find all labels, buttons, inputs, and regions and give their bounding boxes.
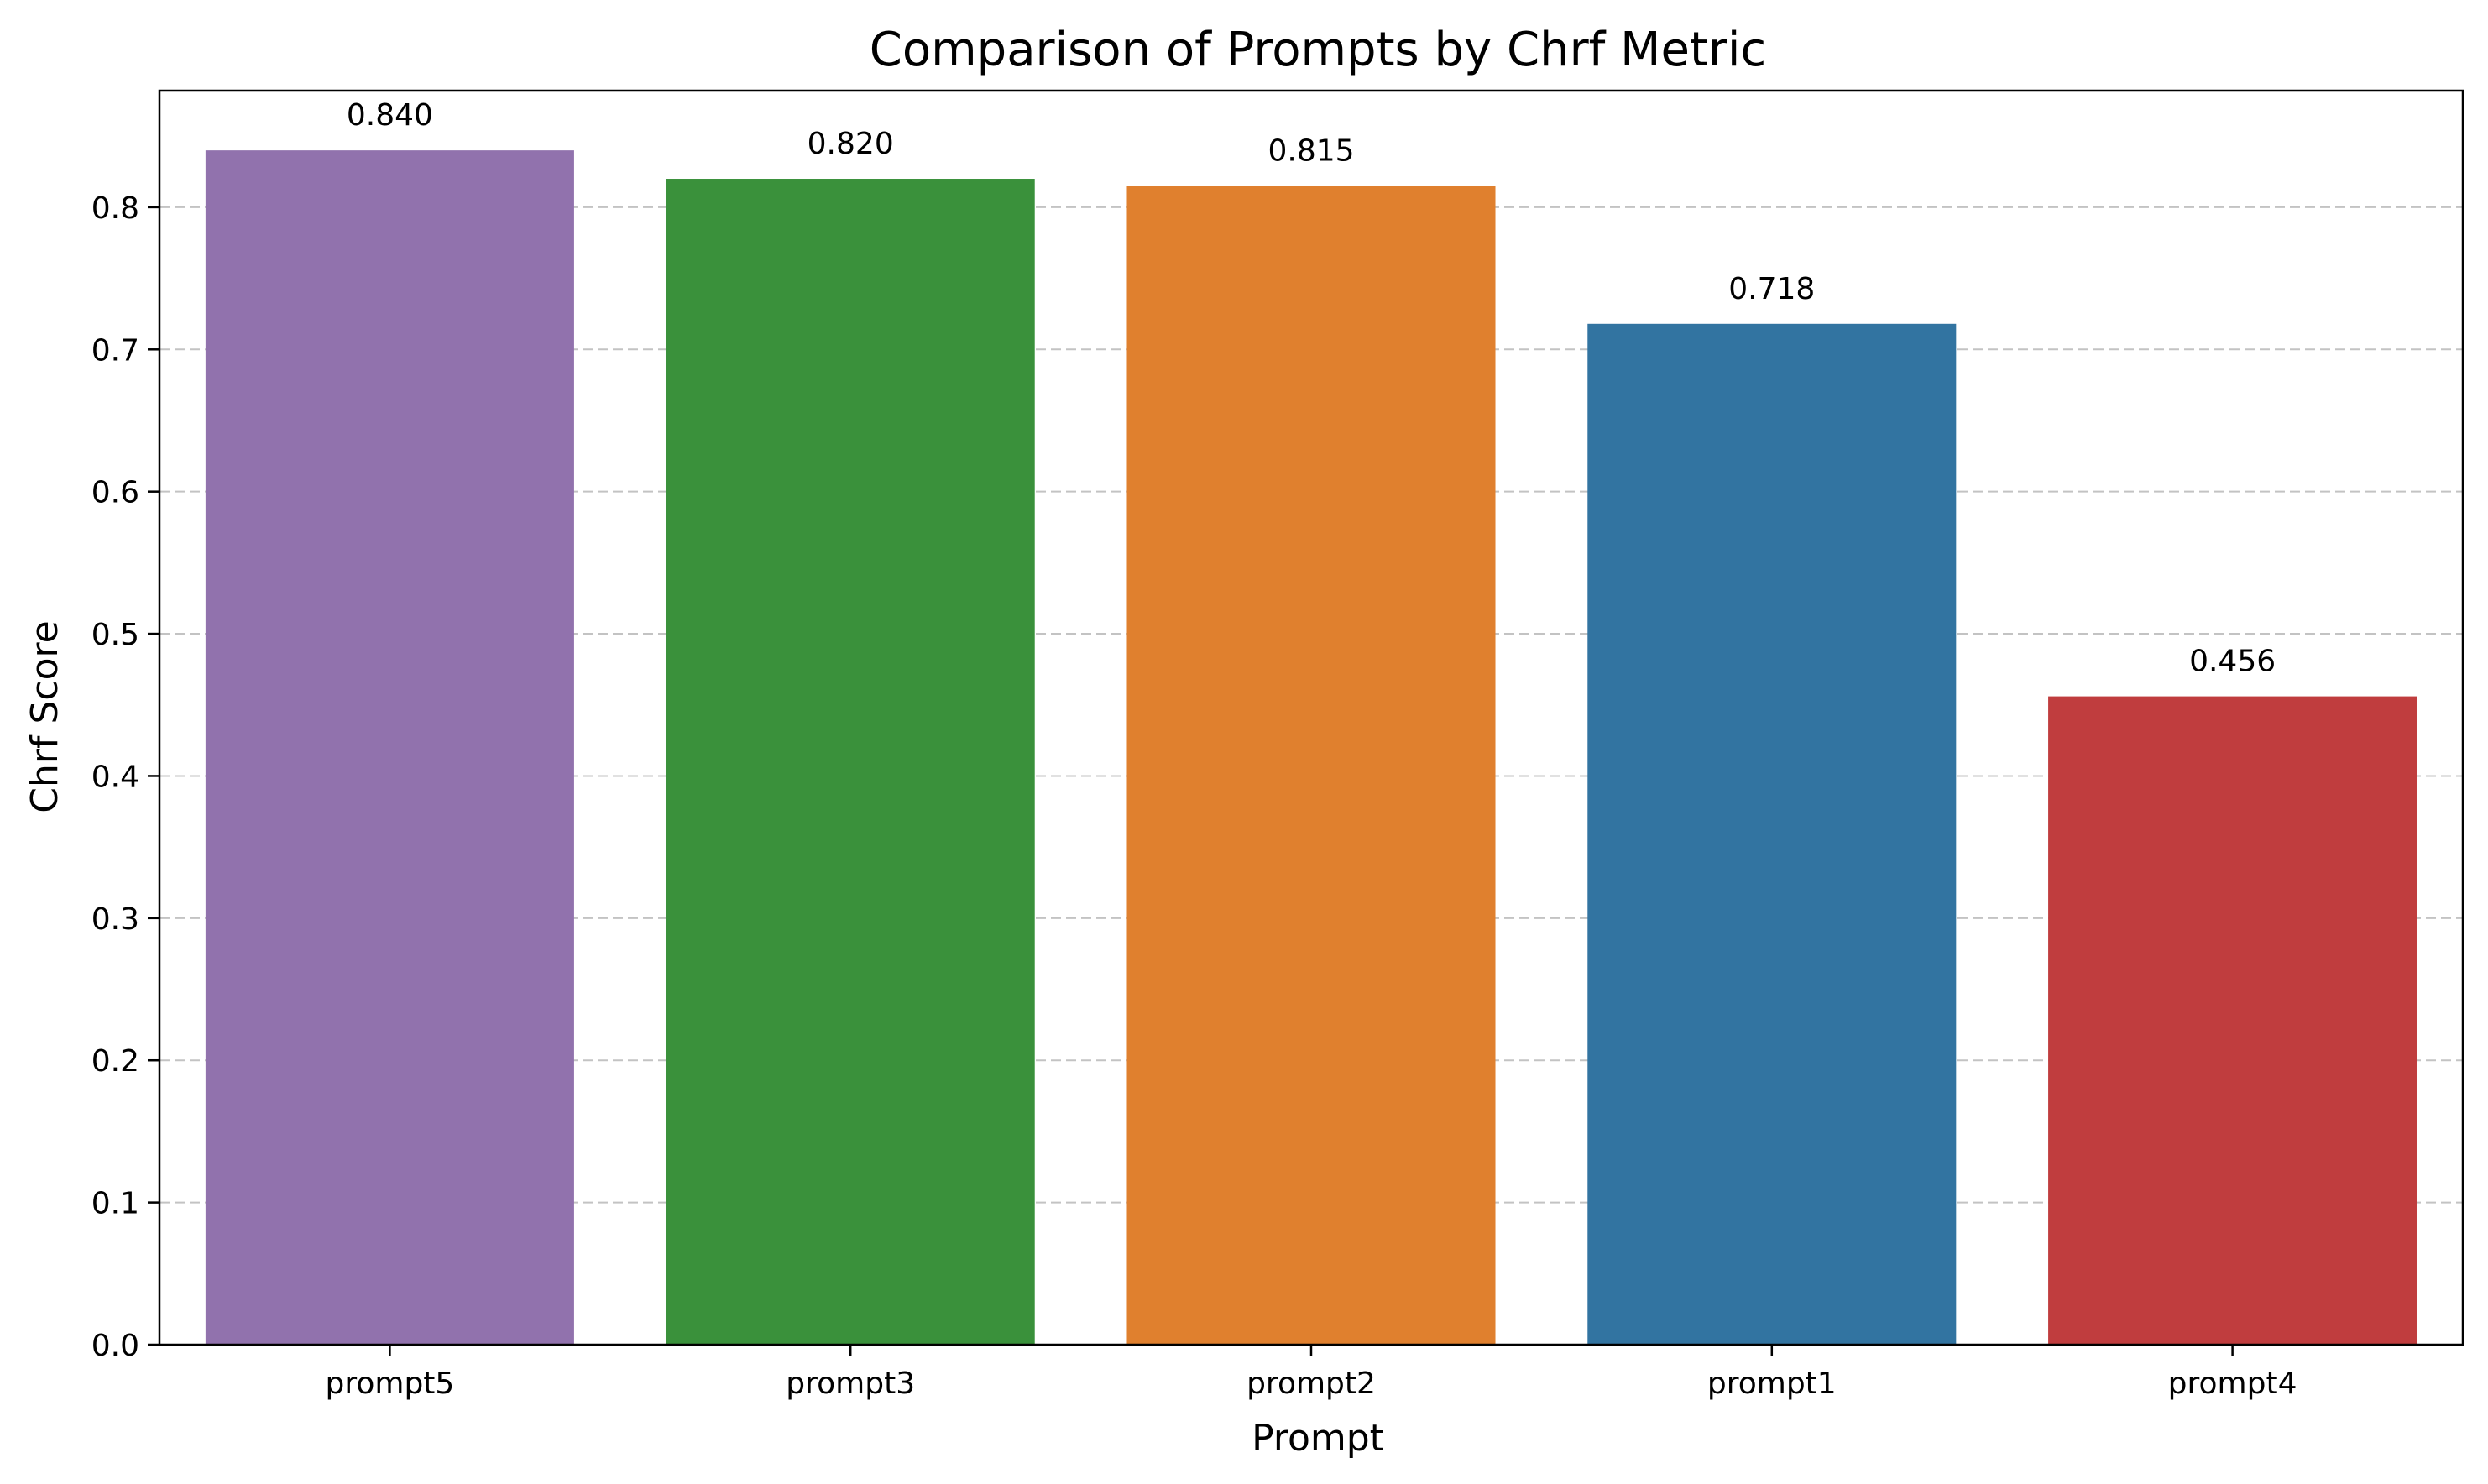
x-tick-label-prompt4: prompt4 (2168, 1366, 2297, 1401)
y-tick-label: 0.8 (91, 191, 139, 226)
x-axis-label: Prompt (1252, 1417, 1384, 1460)
bar-prompt5 (205, 150, 574, 1346)
data-label-prompt1: 0.718 (1728, 272, 1815, 306)
y-tick-label: 0.4 (91, 760, 139, 794)
x-tick-label-prompt5: prompt5 (325, 1366, 454, 1401)
y-axis-ticks: 0.0 0.1 0.2 0.3 0.4 0.5 0.6 0.7 0.8 (91, 191, 159, 1363)
chart-title: Comparison of Prompts by Chrf Metric (870, 23, 1766, 77)
x-tick-label-prompt2: prompt2 (1247, 1366, 1376, 1401)
bar-prompt2 (1126, 186, 1496, 1346)
x-tick-label-prompt3: prompt3 (786, 1366, 915, 1401)
data-label-prompt3: 0.820 (808, 127, 894, 161)
bars (205, 150, 2417, 1346)
data-label-prompt5: 0.840 (347, 98, 433, 133)
data-label-prompt2: 0.815 (1268, 133, 1354, 168)
y-tick-label: 0.1 (91, 1187, 139, 1221)
data-label-prompt4: 0.456 (2189, 645, 2276, 679)
plot-frame (158, 89, 2464, 1346)
y-tick-label: 0.7 (91, 333, 139, 368)
y-tick-label: 0.3 (91, 902, 139, 937)
y-axis-label: Chrf Score (24, 620, 66, 813)
x-axis-ticks: prompt5 prompt3 prompt2 prompt1 prompt4 (325, 1345, 2297, 1401)
bar-prompt4 (2048, 696, 2417, 1345)
x-tick-label-prompt1: prompt1 (1707, 1366, 1837, 1401)
y-tick-label: 0.6 (91, 476, 139, 510)
y-tick-label: 0.0 (91, 1329, 139, 1363)
data-labels: 0.840 0.820 0.815 0.718 0.456 (347, 98, 2276, 678)
bar-prompt1 (1587, 323, 1957, 1346)
y-tick-label: 0.5 (91, 618, 139, 652)
y-tick-label: 0.2 (91, 1044, 139, 1079)
bar-prompt3 (666, 179, 1035, 1346)
